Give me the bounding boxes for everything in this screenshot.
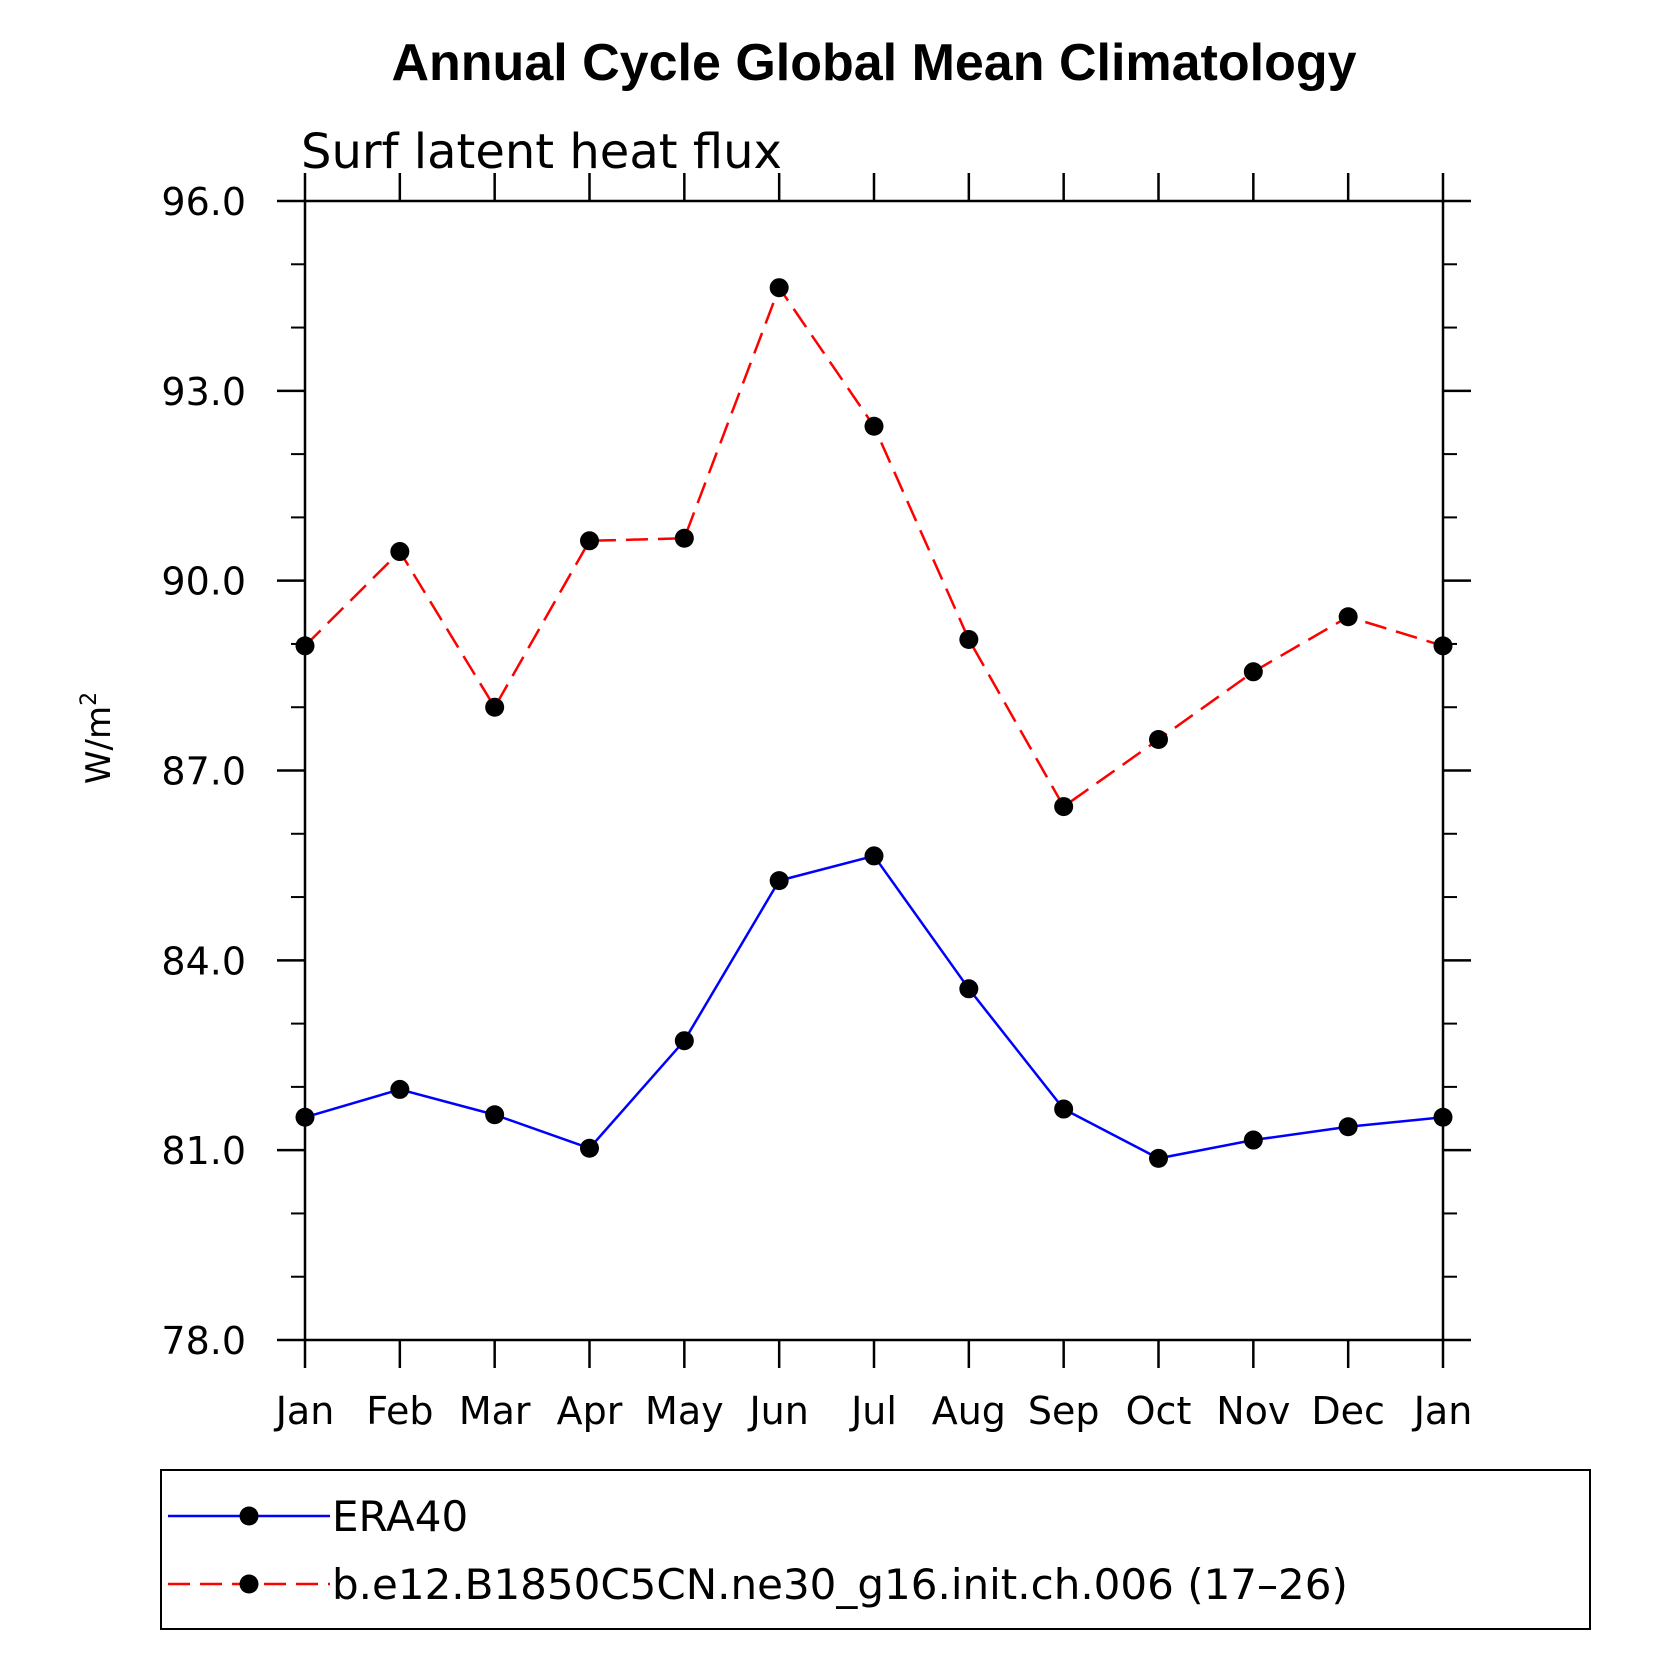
data-point <box>769 871 789 891</box>
data-point <box>580 1138 599 1158</box>
axes: Jan Feb Mar Apr May Jun Jul Aug Sep Oct Nov Dec Jan 7… <box>161 173 1472 1433</box>
data-point <box>295 636 315 656</box>
y-tick-label: 93.0 <box>161 370 246 414</box>
data-point <box>864 846 884 866</box>
data-point <box>580 531 599 551</box>
data-point <box>769 278 789 298</box>
chart-subtitle: Surf latent heat flux <box>301 124 782 180</box>
data-point <box>959 979 979 999</box>
x-tick-label: Jun <box>747 1389 808 1433</box>
x-tick-label: Sep <box>1028 1389 1100 1433</box>
series-layer <box>295 278 1453 1168</box>
data-point <box>295 1107 315 1127</box>
x-tick-label: Jul <box>849 1389 897 1433</box>
data-point <box>1054 1099 1074 1119</box>
y-tick-label: 84.0 <box>161 939 246 983</box>
y-tick-label: 78.0 <box>161 1319 246 1363</box>
data-point <box>959 630 979 650</box>
legend-box <box>160 1469 1591 1630</box>
y-axis-label: W/m2 <box>77 692 119 784</box>
y-axis-label-superscript: 2 <box>77 692 102 706</box>
x-tick-label: May <box>645 1389 724 1433</box>
y-tick-label: 90.0 <box>161 560 246 604</box>
legend-marker <box>239 1506 259 1526</box>
x-tick-label: Feb <box>366 1389 433 1433</box>
x-tick-label: Jan <box>274 1389 335 1433</box>
x-tick-label: Jan <box>1412 1389 1473 1433</box>
x-tick-label: Apr <box>557 1389 623 1433</box>
data-point <box>1338 607 1358 627</box>
data-point <box>390 1079 410 1099</box>
data-point <box>674 528 694 548</box>
data-point <box>864 416 884 436</box>
legend-marker <box>239 1574 259 1594</box>
x-tick-label: Oct <box>1126 1389 1192 1433</box>
data-point <box>1149 729 1168 749</box>
legend-label: ERA40 <box>332 1492 468 1541</box>
data-point <box>1433 1107 1453 1127</box>
data-point <box>485 697 505 717</box>
data-point <box>1433 636 1453 656</box>
y-tick-label: 96.0 <box>161 180 246 224</box>
x-tick-label: Aug <box>932 1389 1006 1433</box>
y-tick-label: 81.0 <box>161 1129 246 1173</box>
x-tick-label: Nov <box>1216 1389 1290 1433</box>
data-point <box>1243 1130 1263 1150</box>
series-line <box>304 285 1444 809</box>
data-point <box>1054 797 1074 817</box>
plot-frame <box>303 199 1445 1342</box>
data-point <box>1338 1117 1358 1137</box>
data-point <box>1149 1148 1168 1168</box>
series-line <box>304 854 1444 1160</box>
data-point <box>1243 662 1263 682</box>
legend-label: b.e12.B1850C5CN.ne30_g16.init.ch.006 (17… <box>332 1560 1348 1609</box>
chart-title: Annual Cycle Global Mean Climatology <box>391 34 1356 92</box>
x-tick-label: Dec <box>1311 1389 1385 1433</box>
x-tick-label: Mar <box>459 1389 531 1433</box>
data-point <box>390 542 410 562</box>
data-point <box>674 1031 694 1051</box>
y-tick-label: 87.0 <box>161 750 246 794</box>
legend: ERA40 b.e12.B1850C5CN.ne30_g16.init.ch.00… <box>168 1492 1348 1609</box>
data-point <box>485 1105 505 1125</box>
y-axis-label-main: W/m <box>79 706 119 784</box>
